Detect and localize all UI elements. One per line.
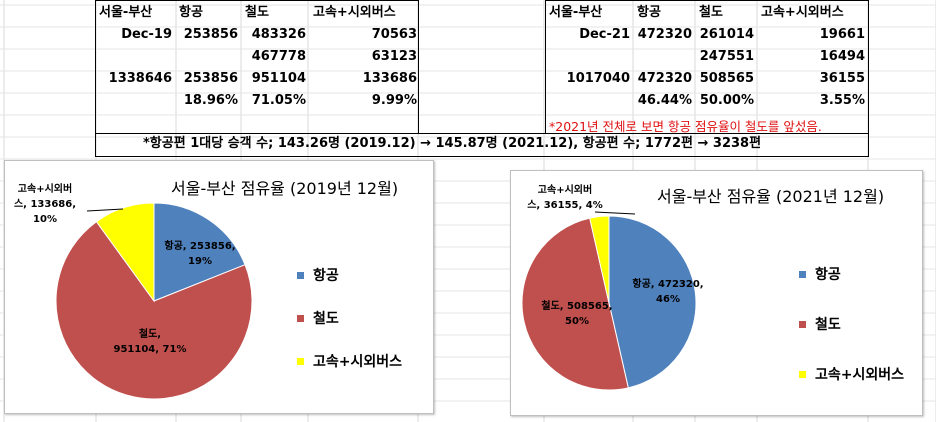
table-cell: 46.44%: [637, 93, 692, 108]
table-cell: 472320: [637, 27, 692, 42]
chart-2021[interactable]: 서울-부산 점유율 (2021년 12월) 항공, 472320, 46% 철도, …: [510, 170, 923, 416]
table-cell: 133686: [362, 71, 417, 86]
table-header-cell: 서울-부산: [549, 5, 603, 20]
table-cell: 3.55%: [819, 93, 865, 108]
pie-slice-0: [608, 215, 697, 389]
table-cell: 253856: [183, 71, 238, 86]
table-cell: Dec-21: [579, 27, 630, 42]
data-label: 철도, 508565, 50%: [541, 299, 612, 327]
pie-chart: 항공, 253856, 19% 철도, 951104, 71% 고속+시외버 스, 133…: [14, 182, 402, 400]
legend-swatch: [799, 271, 806, 278]
legend-entry: 철도: [313, 311, 339, 327]
table-cell: 261014: [699, 27, 754, 42]
chart-title: 서울-부산 점유율 (2019년 12월): [171, 179, 399, 198]
leader-line: [594, 211, 636, 215]
table-cell: 50.00%: [699, 93, 754, 108]
legend-swatch: [297, 272, 304, 279]
data-label: 고속+시외버 스, 133686, 10%: [14, 182, 76, 225]
table-cell: 1338646: [108, 71, 172, 86]
table-cell: Dec-19: [121, 27, 172, 42]
data-label: 항공, 253856, 19%: [164, 239, 235, 267]
legend-swatch: [799, 321, 806, 328]
table-header-cell: 철도: [699, 5, 723, 20]
table-header-cell: 서울-부산: [99, 5, 153, 20]
table-header-cell: 고속+시외버스: [313, 5, 396, 20]
legend-entry: 항공: [815, 266, 841, 283]
table-cell: 472320: [637, 71, 692, 86]
red-note: *2021년 전체로 보면 항공 점유율이 철도를 앞섰음.: [549, 119, 822, 134]
table-cell: 19661: [819, 27, 865, 42]
table-cell: 70563: [371, 27, 417, 42]
table-cell: 253856: [183, 27, 238, 42]
table-header-cell: 항공: [637, 5, 661, 20]
legend-swatch: [799, 371, 806, 378]
table-cell: 247551: [699, 49, 754, 64]
table-header-cell: 항공: [179, 5, 203, 20]
pie-chart: 항공, 472320, 46% 철도, 508565, 50% 고속+시외버 스, 361…: [521, 183, 904, 391]
summary-note: *항공편 1대당 승객 수; 143.26명 (2019.12) → 145.8…: [143, 136, 762, 151]
table-cell: 483326: [251, 27, 306, 42]
table-cell: 71.05%: [251, 93, 306, 108]
legend-entry: 철도: [815, 317, 841, 333]
data-label: 철도, 951104, 71%: [114, 327, 187, 355]
pie-slice-1: [521, 217, 629, 391]
data-label: 고속+시외버 스, 36155, 4%: [527, 183, 603, 211]
data-label: 항공, 472320, 46%: [632, 277, 703, 305]
table-cell: 951104: [251, 71, 306, 86]
chart-title: 서울-부산 점유율 (2021년 12월): [657, 187, 885, 206]
pie-slice-1: [55, 220, 253, 400]
legend-entry: 고속+시외버스: [815, 366, 904, 383]
table-cell: 36155: [819, 71, 865, 86]
legend-entry: 항공: [313, 267, 339, 284]
table-header-cell: 고속+시외버스: [761, 5, 844, 20]
legend-entry: 고속+시외버스: [313, 353, 402, 370]
table-cell: 9.99%: [371, 93, 417, 108]
table-cell: 467778: [251, 49, 306, 64]
table-cell: 1017040: [566, 71, 630, 86]
pie-slice-2: [95, 202, 155, 303]
table-cell: 18.96%: [183, 93, 238, 108]
pie-slice-2: [589, 215, 610, 304]
table-cell: 508565: [699, 71, 754, 86]
legend-swatch: [297, 358, 304, 365]
pie-slice-0: [153, 202, 246, 302]
chart-2019[interactable]: 서울-부산 점유율 (2019년 12월) 항공, 253856, 19% 철도, 9…: [4, 160, 434, 414]
leader-line: [86, 208, 124, 212]
legend-swatch: [297, 315, 304, 322]
table-cell: 16494: [819, 49, 865, 64]
table-header-cell: 철도: [245, 5, 269, 20]
table-cell: 63123: [371, 49, 417, 64]
